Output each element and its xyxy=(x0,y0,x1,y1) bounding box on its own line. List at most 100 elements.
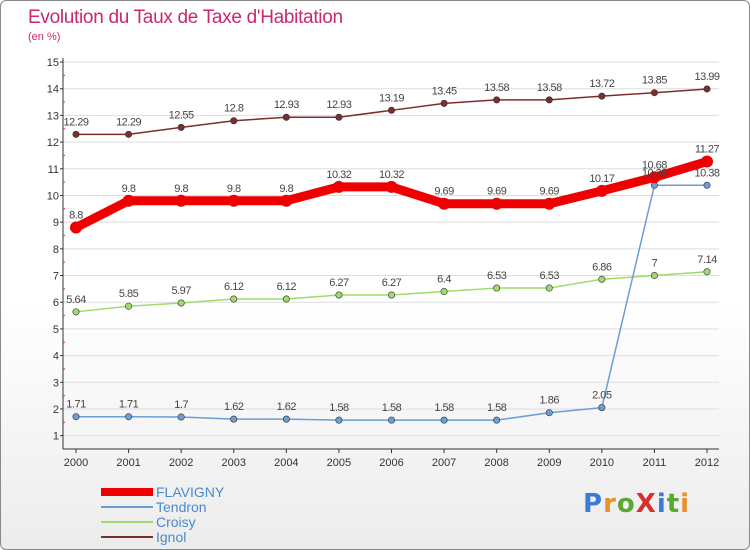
data-label: 13.45 xyxy=(432,85,457,97)
y-tick-label: 14 xyxy=(47,84,59,96)
data-label: 6.53 xyxy=(540,270,560,282)
y-tick-label: 6 xyxy=(53,297,59,309)
data-label: 12.55 xyxy=(169,109,194,121)
data-point xyxy=(545,96,553,104)
legend-label: Ignol xyxy=(156,529,187,545)
data-point xyxy=(335,113,343,121)
y-tick-label: 10 xyxy=(47,190,59,202)
data-point xyxy=(703,85,711,93)
data-point xyxy=(282,415,290,423)
data-label: 12.8 xyxy=(224,103,244,115)
legend-label: Tendron xyxy=(156,499,207,515)
data-label: 13.99 xyxy=(694,71,719,83)
data-point xyxy=(598,404,606,412)
legend-swatch xyxy=(101,521,153,523)
legend-swatch xyxy=(101,506,153,508)
x-tick-label: 2011 xyxy=(643,457,667,469)
data-label: 6.27 xyxy=(329,277,349,289)
y-tick-label: 5 xyxy=(53,324,59,336)
x-tick-label: 2005 xyxy=(327,457,351,469)
data-label: 7 xyxy=(652,258,658,270)
x-tick-label: 2009 xyxy=(537,457,561,469)
data-label: 13.58 xyxy=(537,82,562,94)
data-label: 10.68 xyxy=(642,159,667,171)
data-label: 1.71 xyxy=(119,399,139,411)
data-label: 5.97 xyxy=(171,285,191,297)
data-point xyxy=(177,123,185,131)
data-label: 12.93 xyxy=(326,99,351,111)
logo-letter: o xyxy=(616,489,636,519)
x-tick-label: 2008 xyxy=(484,457,508,469)
y-tick-label: 1 xyxy=(53,431,59,443)
data-point xyxy=(545,409,553,417)
logo-letter: r xyxy=(603,489,617,519)
data-point xyxy=(230,117,238,125)
data-label: 12.93 xyxy=(274,99,299,111)
data-point xyxy=(282,295,290,303)
data-label: 5.85 xyxy=(119,288,139,300)
data-label: 6.12 xyxy=(224,281,244,293)
data-label: 1.62 xyxy=(224,401,244,413)
data-label: 1.58 xyxy=(329,402,349,414)
legend-item-flavigny: FLAVIGNY xyxy=(101,485,321,500)
chart-subtitle: (en %) xyxy=(28,31,61,43)
data-label: 1.58 xyxy=(434,402,454,414)
y-tick-label: 13 xyxy=(47,110,59,122)
y-tick-label: 15 xyxy=(47,57,59,69)
data-label: 13.58 xyxy=(484,82,509,94)
x-tick-label: 2004 xyxy=(274,457,298,469)
data-point xyxy=(703,268,711,276)
data-point xyxy=(125,413,133,421)
legend-item-croisy: Croisy xyxy=(101,515,321,530)
data-point xyxy=(387,416,395,424)
data-point xyxy=(70,221,82,234)
legend-item-tendron: Tendron xyxy=(101,500,321,515)
data-label: 9.8 xyxy=(174,183,188,195)
data-label: 1.62 xyxy=(277,401,297,413)
legend-label: Croisy xyxy=(156,514,196,530)
data-label: 7.14 xyxy=(697,254,717,266)
data-point xyxy=(230,295,238,303)
data-point xyxy=(703,181,711,189)
data-label: 10.32 xyxy=(379,169,404,181)
data-point xyxy=(280,194,293,207)
y-tick-label: 9 xyxy=(53,217,59,229)
data-point xyxy=(440,288,448,296)
data-point xyxy=(387,291,395,299)
data-point xyxy=(72,130,80,138)
data-point xyxy=(332,180,345,193)
x-tick-label: 2010 xyxy=(590,457,614,469)
logo-letter: i xyxy=(680,489,691,519)
data-point xyxy=(648,171,661,184)
logo-letter: t xyxy=(666,489,681,519)
data-point xyxy=(490,197,503,210)
x-tick-label: 2007 xyxy=(432,457,456,469)
data-point xyxy=(177,299,185,307)
data-label: 1.7 xyxy=(174,399,188,411)
legend: FLAVIGNY Tendron Croisy Ignol xyxy=(101,485,321,545)
logo-letter: P xyxy=(583,489,604,519)
data-label: 1.71 xyxy=(66,399,86,411)
y-tick-label: 3 xyxy=(53,377,59,389)
data-label: 11.27 xyxy=(695,144,720,156)
data-label: 5.64 xyxy=(66,294,86,306)
data-point xyxy=(440,99,448,107)
data-point xyxy=(701,155,713,168)
data-label: 10.38 xyxy=(642,167,667,179)
data-point xyxy=(650,89,658,97)
x-tick-label: 2000 xyxy=(64,457,88,469)
data-point xyxy=(125,130,133,138)
data-point xyxy=(335,416,343,424)
data-label: 12.29 xyxy=(63,116,88,128)
data-label: 6.86 xyxy=(592,261,612,273)
data-point xyxy=(493,96,501,104)
data-label: 13.72 xyxy=(589,78,614,90)
data-point xyxy=(282,113,290,121)
data-point xyxy=(72,308,80,316)
data-label: 9.8 xyxy=(279,183,293,195)
data-label: 9.69 xyxy=(487,186,507,198)
data-point xyxy=(122,194,135,207)
x-tick-label: 2001 xyxy=(116,457,140,469)
